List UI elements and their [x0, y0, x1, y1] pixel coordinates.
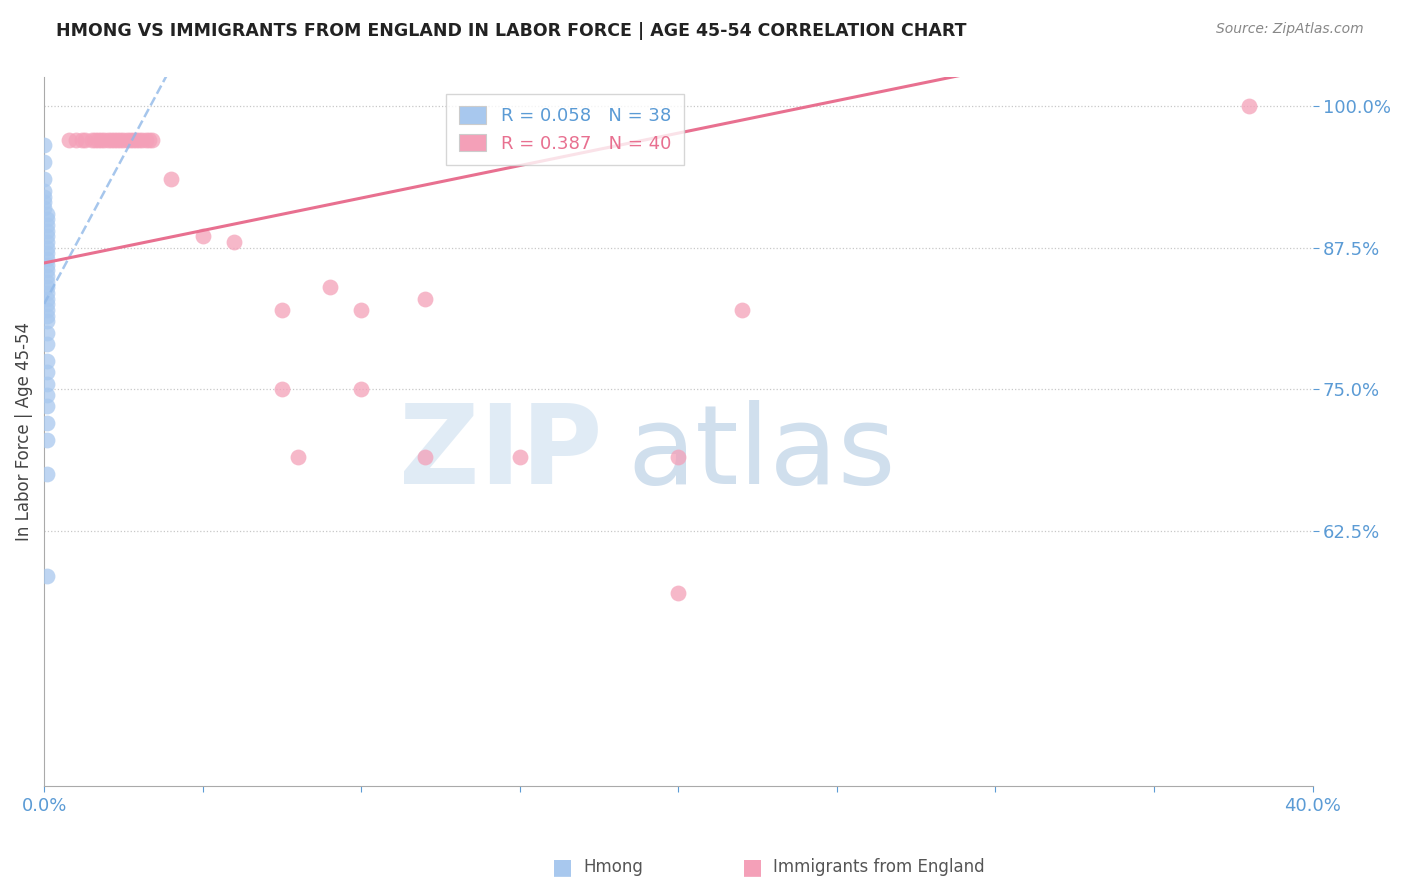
Point	[115, 133, 138, 147]
Point	[37, 268, 59, 283]
Point	[37, 434, 59, 448]
Point	[32, 195, 55, 210]
Point	[287, 450, 309, 465]
Point	[37, 388, 59, 402]
Point	[37, 365, 59, 379]
Point	[37, 337, 59, 351]
Point	[37, 354, 59, 368]
Point	[37, 376, 59, 391]
Point	[32, 184, 55, 198]
Point	[65, 133, 87, 147]
Point	[58, 133, 80, 147]
Text: HMONG VS IMMIGRANTS FROM ENGLAND IN LABOR FORCE | AGE 45-54 CORRELATION CHART: HMONG VS IMMIGRANTS FROM ENGLAND IN LABO…	[56, 22, 967, 40]
Point	[103, 133, 125, 147]
Point	[1237, 99, 1260, 113]
Point	[731, 302, 754, 317]
Point	[96, 133, 118, 147]
Point	[141, 133, 163, 147]
Point	[37, 246, 59, 260]
Point	[87, 133, 110, 147]
Point	[191, 229, 214, 244]
Point	[37, 285, 59, 300]
Point	[37, 252, 59, 266]
Point	[37, 212, 59, 227]
Point	[271, 382, 294, 396]
Point	[112, 133, 135, 147]
Point	[138, 133, 160, 147]
Point	[37, 263, 59, 277]
Point	[37, 292, 59, 306]
Point	[83, 133, 105, 147]
Point	[37, 223, 59, 237]
Point	[37, 326, 59, 340]
Point	[37, 206, 59, 220]
Point	[37, 229, 59, 244]
Point	[105, 133, 128, 147]
Point	[509, 450, 531, 465]
Point	[271, 302, 294, 317]
Point	[413, 450, 436, 465]
Text: ■: ■	[742, 857, 762, 877]
Point	[413, 292, 436, 306]
Point	[135, 133, 157, 147]
Text: ■: ■	[553, 857, 572, 877]
Point	[666, 586, 689, 600]
Point	[32, 201, 55, 215]
Point	[32, 172, 55, 186]
Point	[122, 133, 145, 147]
Point	[37, 258, 59, 272]
Point	[37, 399, 59, 413]
Point	[37, 240, 59, 254]
Point	[75, 133, 97, 147]
Text: Immigrants from England: Immigrants from England	[773, 858, 986, 876]
Point	[131, 133, 153, 147]
Point	[32, 138, 55, 153]
Point	[118, 133, 141, 147]
Point	[37, 467, 59, 482]
Point	[37, 297, 59, 311]
Point	[37, 235, 59, 249]
Legend: R = 0.058   N = 38, R = 0.387   N = 40: R = 0.058 N = 38, R = 0.387 N = 40	[446, 94, 683, 166]
Point	[350, 382, 373, 396]
Point	[32, 155, 55, 169]
Text: atlas: atlas	[627, 400, 896, 507]
Text: ZIP: ZIP	[399, 400, 602, 507]
Point	[37, 569, 59, 583]
Point	[70, 133, 93, 147]
Point	[93, 133, 115, 147]
Point	[37, 218, 59, 232]
Point	[350, 302, 373, 317]
Point	[666, 450, 689, 465]
Y-axis label: In Labor Force | Age 45-54: In Labor Force | Age 45-54	[15, 322, 32, 541]
Point	[37, 309, 59, 323]
Point	[37, 302, 59, 317]
Point	[90, 133, 112, 147]
Point	[224, 235, 246, 249]
Point	[37, 314, 59, 328]
Point	[128, 133, 150, 147]
Point	[125, 133, 148, 147]
Point	[160, 172, 183, 186]
Point	[100, 133, 122, 147]
Point	[110, 133, 132, 147]
Point	[37, 275, 59, 289]
Point	[80, 133, 103, 147]
Point	[318, 280, 340, 294]
Text: Hmong: Hmong	[583, 858, 644, 876]
Point	[37, 280, 59, 294]
Point	[37, 417, 59, 431]
Text: Source: ZipAtlas.com: Source: ZipAtlas.com	[1216, 22, 1364, 37]
Point	[32, 189, 55, 203]
